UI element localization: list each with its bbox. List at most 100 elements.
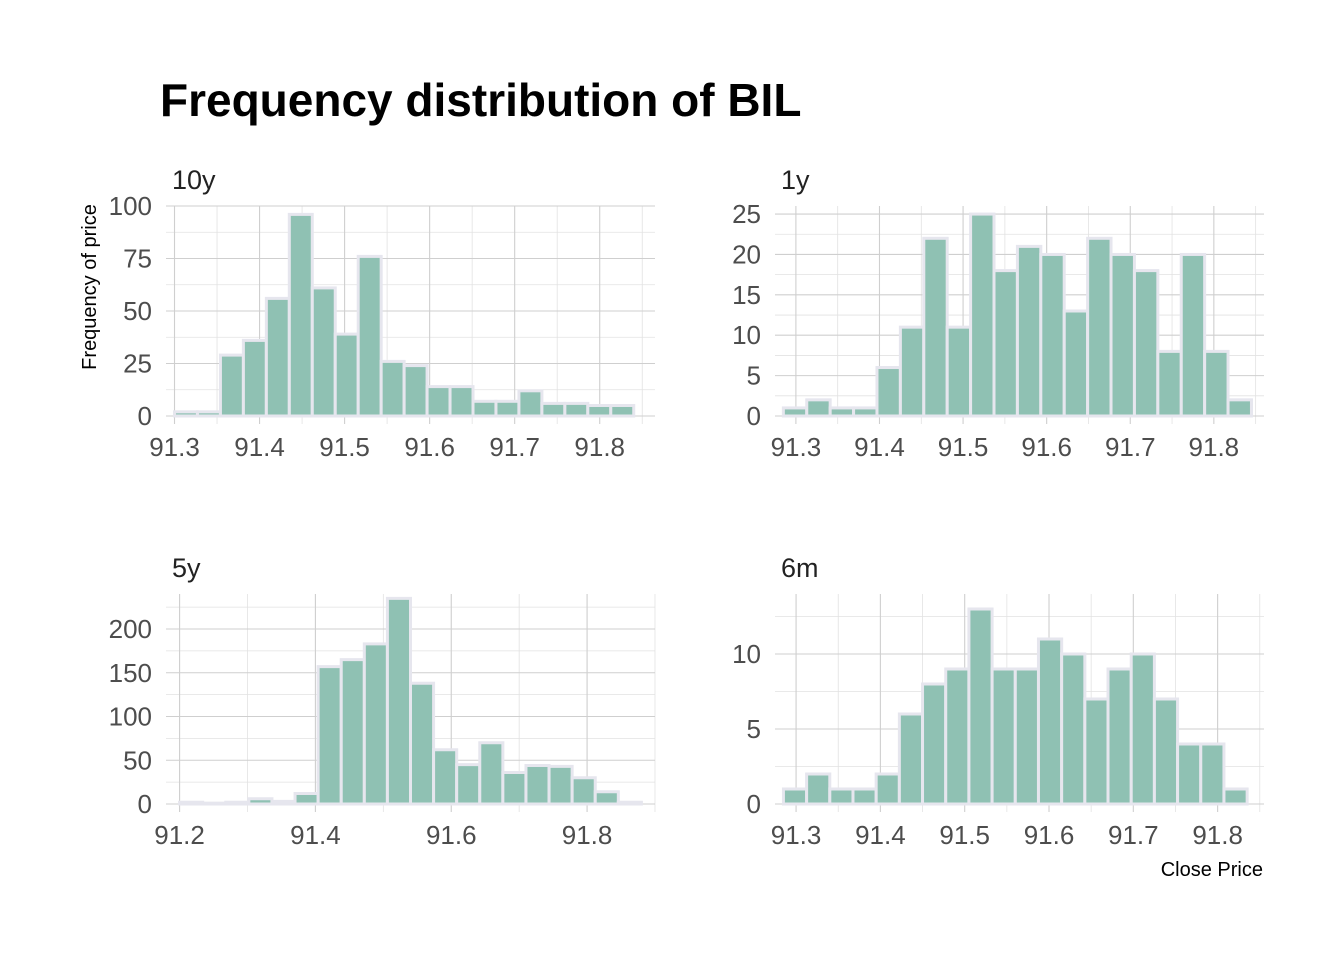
x-tick-label: 91.6 <box>1021 432 1072 462</box>
histogram-bar <box>851 787 878 806</box>
histogram-bar <box>1156 349 1183 418</box>
histogram-bar <box>455 763 482 806</box>
histogram-bar <box>1062 309 1090 418</box>
histogram-bar <box>218 353 245 418</box>
histogram-bar <box>339 658 366 806</box>
histogram-bar <box>333 332 360 418</box>
histogram-bar <box>478 741 505 806</box>
histogram-bar <box>1060 652 1087 806</box>
histogram-bar <box>362 642 389 806</box>
x-tick-label: 91.3 <box>771 820 822 850</box>
y-tick-label: 0 <box>747 789 761 819</box>
y-tick-label: 0 <box>747 401 761 431</box>
histogram-bar <box>1083 697 1110 806</box>
histogram-bar <box>247 797 274 806</box>
histogram-bar <box>540 401 567 418</box>
histogram-bar <box>1203 349 1230 418</box>
x-tick-label: 91.3 <box>149 432 200 462</box>
x-tick-label: 91.7 <box>1108 820 1159 850</box>
panel-title: 10y <box>172 165 216 195</box>
histogram-bar <box>1152 697 1180 806</box>
x-tick-label: 91.6 <box>1024 820 1075 850</box>
y-tick-label: 0 <box>138 401 152 431</box>
x-tick-label: 91.8 <box>562 820 613 850</box>
histogram-bar <box>264 296 291 418</box>
histogram-bar <box>828 787 855 806</box>
y-tick-label: 200 <box>109 614 152 644</box>
y-tick-label: 100 <box>109 702 152 732</box>
histogram-bar <box>178 800 205 806</box>
histogram-bar <box>1109 252 1136 418</box>
y-tick-label: 25 <box>732 199 761 229</box>
x-tick-label: 91.6 <box>404 432 455 462</box>
histogram-bar <box>852 406 879 418</box>
histogram-bar <box>173 410 199 418</box>
panel-5y: 0 50 100 150 200 91.2 91.4 91.6 91.8 5y <box>109 553 656 850</box>
histogram-bar <box>356 254 383 418</box>
histogram-bar <box>1226 398 1253 418</box>
histogram-bar <box>409 681 436 806</box>
panel-title: 1y <box>781 165 810 195</box>
histogram-bar <box>781 787 809 806</box>
y-tick-label: 50 <box>123 296 152 326</box>
histogram-bar <box>432 748 459 806</box>
x-axis-label: Close Price <box>1161 859 1263 881</box>
histogram-bar <box>1222 787 1249 806</box>
chart-title: Frequency distribution of BIL <box>160 74 801 126</box>
histogram-bar <box>1036 637 1064 806</box>
histogram-bar <box>944 667 971 806</box>
panel-6m: 0 5 10 91.3 91.4 91.5 91.6 91.7 91.8 6m <box>732 553 1264 850</box>
histogram-bar <box>310 286 337 418</box>
histogram-bar <box>1129 652 1156 806</box>
y-tick-label: 100 <box>109 191 152 221</box>
x-tick-label: 91.2 <box>154 820 205 850</box>
histogram-bar <box>781 406 809 418</box>
x-tick-label: 91.5 <box>319 432 370 462</box>
x-tick-label: 91.4 <box>234 432 285 462</box>
x-tick-label: 91.6 <box>426 820 477 850</box>
y-axis-label: Frequency of price <box>79 204 101 370</box>
y-tick-label: 75 <box>123 244 152 274</box>
histogram-bar <box>805 398 832 418</box>
histogram-bar <box>494 399 521 418</box>
histogram-bar <box>563 401 590 418</box>
histogram-bar <box>1199 742 1226 806</box>
histogram-bar <box>593 790 620 806</box>
y-tick-label: 10 <box>732 320 761 350</box>
histogram-bar <box>967 607 994 806</box>
x-tick-label: 91.5 <box>939 820 990 850</box>
x-tick-label: 91.4 <box>854 432 905 462</box>
x-tick-label: 91.5 <box>938 432 989 462</box>
histogram-bar <box>805 772 832 806</box>
histogram-bar <box>969 212 996 418</box>
x-tick-label: 91.3 <box>771 432 822 462</box>
histogram-bar <box>201 801 228 806</box>
histogram-bar <box>570 776 597 806</box>
y-tick-label: 15 <box>732 280 761 310</box>
x-tick-label: 91.8 <box>1189 432 1240 462</box>
panel-10y: 0 25 50 75 100 91.3 91.4 91.5 91.6 91.7 91.8 10y <box>109 165 655 462</box>
histogram-bar <box>195 410 222 418</box>
histogram-bar <box>1106 667 1133 806</box>
x-tick-label: 91.7 <box>1105 432 1156 462</box>
histogram-bar <box>316 665 343 806</box>
histogram-bar <box>385 596 412 806</box>
histogram-bar <box>921 682 948 806</box>
panel-title: 6m <box>781 553 819 583</box>
histogram-bar <box>402 364 429 418</box>
histogram-bar <box>1015 244 1043 418</box>
y-tick-label: 5 <box>747 361 761 391</box>
histogram-bar <box>517 389 544 418</box>
x-tick-label: 91.8 <box>574 432 625 462</box>
histogram-bar <box>586 404 613 418</box>
y-tick-label: 25 <box>123 349 152 379</box>
histogram-bar <box>992 269 1019 418</box>
histogram-bar <box>1179 252 1207 418</box>
histogram-bar <box>379 359 406 418</box>
histogram-bar <box>425 385 452 418</box>
histogram-bar <box>1086 236 1113 418</box>
histogram-bar <box>828 406 856 418</box>
histogram-bar <box>922 236 949 418</box>
